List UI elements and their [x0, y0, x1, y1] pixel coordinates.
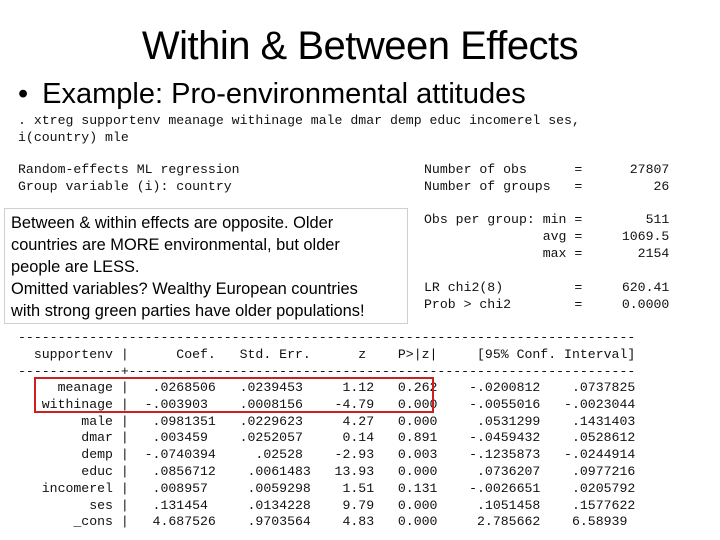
table-top-rule: ----------------------------------------…: [18, 330, 636, 345]
table-header-rule: -------------+--------------------------…: [18, 364, 636, 379]
callout-line: with strong green parties have older pop…: [11, 302, 365, 320]
annotation-callout: Between & within effects are opposite. O…: [4, 208, 408, 324]
highlight-box: [34, 377, 434, 413]
model-header-right: Number of obs = 27807 Number of groups =…: [424, 162, 669, 196]
callout-line: countries are MORE environmental, but ol…: [11, 236, 340, 254]
callout-line: Between & within effects are opposite. O…: [11, 214, 334, 232]
stata-command: . xtreg supportenv meanage withinage mal…: [18, 113, 580, 147]
table-row: dmar | .003459 .0252057 0.14 0.891 -.045…: [18, 430, 636, 446]
obs-max: max = 2154: [424, 245, 670, 261]
group-variable: Group variable (i): country: [18, 178, 232, 194]
model-type: Random-effects ML regression: [18, 162, 240, 177]
obs-per-group: Obs per group: min = 511 avg = 1069.5 ma…: [424, 212, 669, 262]
bullet-dot: •: [18, 78, 29, 110]
table-row: _cons | 4.687526 .9703564 4.83 0.000 2.7…: [18, 514, 628, 530]
callout-line: Omitted variables? Wealthy European coun…: [11, 280, 358, 298]
table-row: male | .0981351 .0229623 4.27 0.000 .053…: [18, 413, 636, 429]
number-of-groups: Number of groups = 26: [424, 178, 670, 194]
lr-test: LR chi2(8) = 620.41 Prob > chi2 = 0.0000: [424, 280, 669, 314]
prob-chi2: Prob > chi2 = 0.0000: [424, 296, 670, 312]
table-row: meanage | .0268506 .0239453 1.12 0.262 -…: [18, 380, 636, 395]
model-header-left: Random-effects ML regression Group varia…: [18, 162, 240, 196]
command-line: i(country) mle: [18, 129, 129, 145]
number-of-obs: Number of obs = 27807: [424, 162, 670, 177]
callout-line: people are LESS.: [11, 258, 140, 276]
table-row: incomerel | .008957 .0059298 1.51 0.131 …: [18, 480, 636, 496]
bullet-text: Example: Pro-environmental attitudes: [42, 78, 526, 110]
slide-title: Within & Between Effects: [141, 24, 579, 68]
lr-chi2: LR chi2(8) = 620.41: [424, 280, 670, 295]
table-row: demp | -.0740394 .02528 -2.93 0.003 -.12…: [18, 447, 636, 463]
table-row: educ | .0856712 .0061483 13.93 0.000 .07…: [18, 463, 636, 479]
table-column-header: supportenv | Coef. Std. Err. z P>|z| [95…: [18, 347, 636, 362]
table-row: withinage | -.003903 .0008156 -4.79 0.00…: [18, 396, 636, 412]
bullet-point: • Example: Pro-environmental attitudes: [18, 78, 526, 111]
coefficient-table: meanage | .0268506 .0239453 1.12 0.262 -…: [18, 380, 636, 531]
table-row: ses | .131454 .0134228 9.79 0.000 .10514…: [18, 497, 636, 513]
command-line: . xtreg supportenv meanage withinage mal…: [18, 113, 580, 128]
obs-min: Obs per group: min = 511: [424, 212, 670, 227]
obs-avg: avg = 1069.5: [424, 228, 670, 244]
